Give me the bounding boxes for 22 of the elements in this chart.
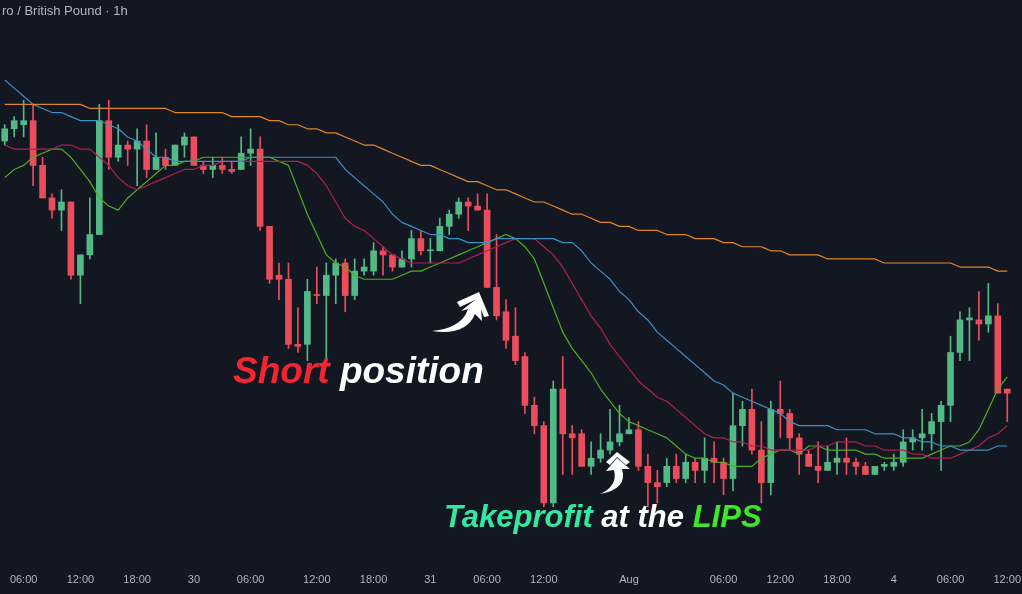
annotation: Short position (233, 350, 484, 391)
x-tick-label: 12:00 (993, 572, 1022, 585)
x-tick-label: 12:00 (303, 572, 331, 585)
x-tick-label: 18:00 (123, 572, 151, 585)
annotation: Takeprofit at the LIPS (444, 499, 762, 534)
x-tick-label: 31 (424, 572, 437, 585)
x-tick-label: 06:00 (473, 572, 501, 585)
x-tick-label: Aug (619, 572, 639, 585)
candlestick (871, 466, 879, 475)
x-tick-label: 18:00 (359, 572, 388, 585)
chart-title: ro / British Pound · 1h (2, 3, 128, 18)
x-tick-label: 06:00 (709, 572, 738, 585)
x-tick-label: 12:00 (766, 572, 795, 585)
candlestick (190, 136, 198, 166)
x-tick-label: 30 (187, 572, 201, 585)
x-tick-label: 4 (890, 572, 897, 585)
x-tick-label: 06:00 (236, 572, 265, 585)
x-tick-label: 12:00 (530, 572, 558, 585)
x-tick-label: 06:00 (936, 572, 965, 585)
x-tick-label: 12:00 (66, 572, 95, 585)
x-tick-label: 06:00 (9, 572, 38, 585)
x-tick-label: 18:00 (823, 572, 851, 585)
